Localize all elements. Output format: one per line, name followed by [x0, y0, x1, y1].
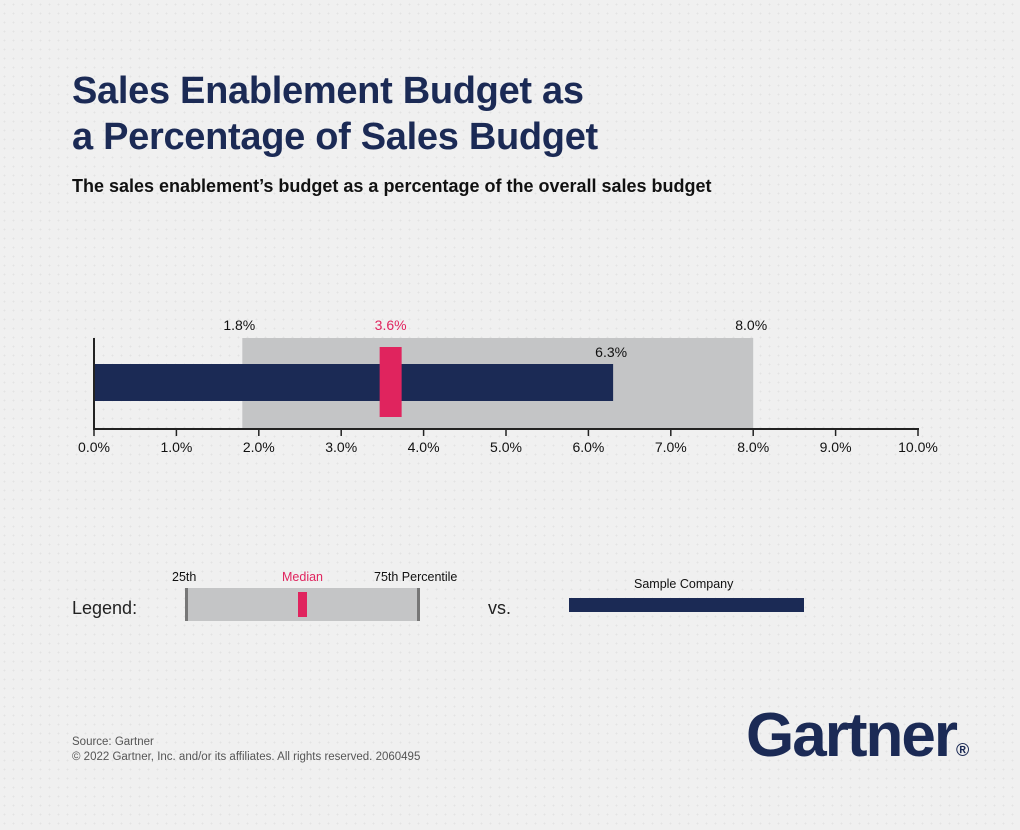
subtitle: The sales enablement’s budget as a perce…: [72, 176, 712, 196]
p25-value-label: 1.8%: [223, 317, 255, 333]
logo-wordmark: Gartner: [746, 701, 958, 770]
x-tick-label: 2.0%: [243, 439, 275, 455]
x-tick-label: 8.0%: [737, 439, 769, 455]
title-line-1: Sales Enablement Budget as: [72, 70, 584, 112]
x-tick-label: 9.0%: [820, 439, 852, 455]
x-tick-label: 5.0%: [490, 439, 522, 455]
sample-value-label: 6.3%: [595, 344, 627, 360]
copyright-line: © 2022 Gartner, Inc. and/or its affiliat…: [72, 751, 421, 763]
legend-label: Legend:: [72, 598, 138, 618]
x-tick-label: 0.0%: [78, 439, 110, 455]
legend-median-marker: [298, 592, 307, 617]
x-tick-label: 10.0%: [898, 439, 938, 455]
page-title: Sales Enablement Budget as a Percentage …: [72, 68, 772, 160]
x-tick-label: 1.0%: [160, 439, 192, 455]
legend-p75-tick: [417, 588, 420, 621]
median-marker: [379, 347, 402, 417]
legend-sample-bar: [569, 598, 804, 612]
median-value-label: 3.6%: [375, 317, 407, 333]
x-tick-label: 4.0%: [408, 439, 440, 455]
logo-registered-mark: ®: [955, 740, 970, 760]
source-line: Source: Gartner: [72, 736, 154, 748]
p75-value-label: 8.0%: [735, 317, 767, 333]
legend-p75-label: 75th Percentile: [374, 570, 458, 584]
x-tick-label: 3.0%: [325, 439, 357, 455]
legend-p25-tick: [185, 588, 188, 621]
x-tick-label: 6.0%: [572, 439, 604, 455]
gartner-logo: Gartner®: [746, 700, 969, 771]
legend-sample-label: Sample Company: [634, 577, 734, 591]
sample-company-bar: [94, 364, 614, 401]
x-axis-ticks: 0.0% 1.0% 2.0% 3.0% 4.0% 5.0% 6.0% 7.0% 8.0% 9.0%…: [78, 429, 938, 455]
source-note: Source: Gartner © 2022 Gartner, Inc. and…: [72, 735, 420, 765]
title-line-2: a Percentage of Sales Budget: [72, 116, 598, 158]
vs-label: vs.: [488, 598, 512, 618]
x-tick-label: 7.0%: [655, 439, 687, 455]
legend-median-label: Median: [282, 570, 323, 584]
legend-p25-label: 25th: [172, 570, 197, 584]
